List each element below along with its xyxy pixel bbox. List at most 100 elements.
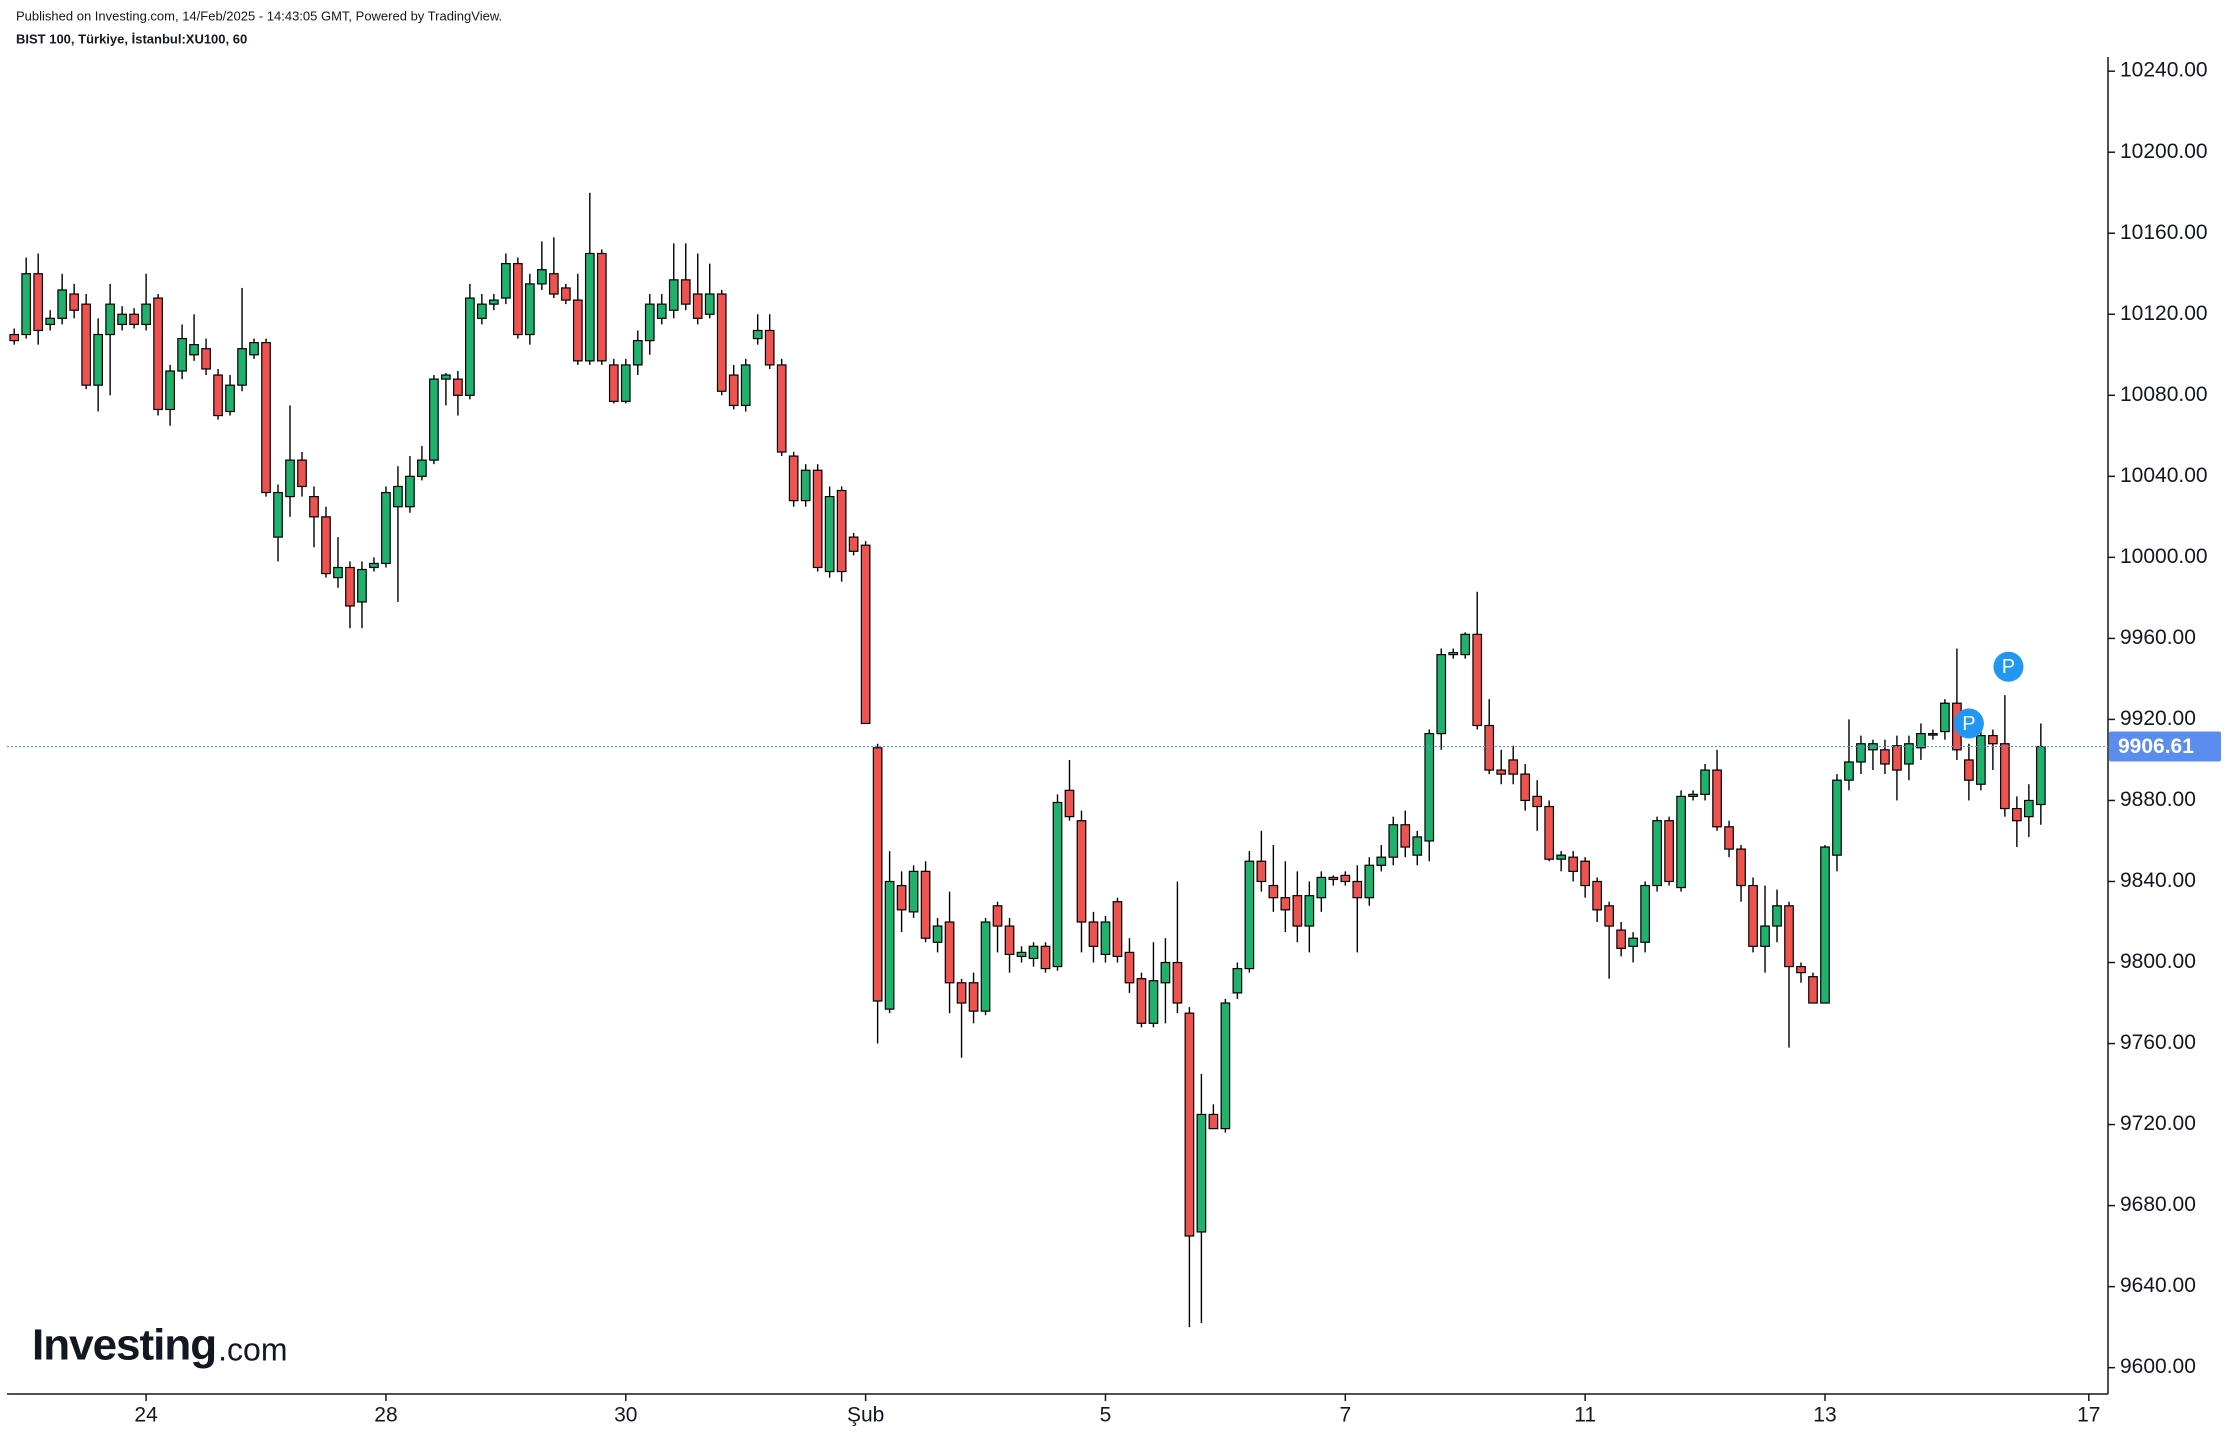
candle-body [1256, 860, 1267, 883]
candle-body [1964, 759, 1974, 781]
candle-body [333, 566, 343, 579]
candle-body [1724, 826, 1734, 850]
candle-body [980, 921, 991, 1012]
published-note: Published on Investing.com, 14/Feb/2025 … [16, 8, 502, 23]
candle-body [548, 273, 559, 295]
candle-body [740, 364, 751, 407]
candle-body [1856, 743, 1866, 763]
candle-body [1424, 733, 1435, 842]
candle-body [273, 491, 283, 538]
candle-body [788, 455, 799, 502]
event-marker [1993, 651, 2024, 682]
event-marker-label: P [1962, 713, 1975, 735]
candle-body [1436, 653, 1447, 735]
candle-body [1580, 860, 1590, 887]
candle-body [1748, 884, 1758, 947]
candle-body [489, 299, 499, 305]
candle-body [1940, 702, 1950, 733]
candle-body [764, 329, 775, 366]
candle-body [1568, 856, 1579, 872]
candle-body [1076, 820, 1087, 923]
y-tick-label: 10040.00 [2120, 464, 2208, 487]
candle-body [1280, 897, 1291, 911]
logo-brand: Investing [32, 1321, 216, 1370]
candle-body [704, 293, 715, 315]
candle-body [1736, 848, 1746, 887]
candle-body [716, 293, 727, 392]
candle-body [417, 459, 427, 477]
candle-body [1172, 961, 1183, 1004]
candle-body [261, 342, 271, 494]
candle-body [836, 489, 847, 573]
candle-body [309, 495, 319, 518]
event-marker-label: P [2002, 656, 2015, 678]
candle-body [225, 384, 235, 413]
candle-body [1760, 925, 1770, 947]
y-tick-label: 9680.00 [2120, 1193, 2196, 1216]
candle-body [1460, 633, 1471, 656]
candle-body [81, 303, 91, 386]
candle-body [405, 475, 415, 508]
candle-body [1604, 905, 1614, 927]
candle-body [1412, 836, 1423, 856]
candle-body [1052, 801, 1063, 968]
candle-body [357, 568, 367, 603]
candle-body [728, 374, 739, 407]
candle-body [2000, 743, 2010, 810]
candle-body [369, 562, 379, 569]
y-tick-label: 10080.00 [2120, 383, 2208, 406]
candle-body [129, 313, 139, 325]
y-tick-label: 9840.00 [2120, 869, 2196, 892]
candle-body [93, 333, 103, 386]
candle-body [1148, 980, 1159, 1024]
candle-body [824, 495, 835, 573]
x-tick-label: 28 [374, 1404, 397, 1427]
candle-body [1508, 759, 1519, 775]
candle-body [1544, 805, 1555, 860]
logo-suffix: .com [218, 1331, 287, 1367]
candle-body [453, 378, 463, 396]
candle-body [656, 303, 667, 319]
candle-body [1352, 880, 1363, 899]
candle-body [1688, 793, 1698, 798]
candle-body [429, 378, 439, 461]
candle-body [1676, 795, 1686, 889]
candle-body [1592, 880, 1602, 911]
x-tick-label: 13 [1813, 1404, 1836, 1427]
candle-body [584, 252, 595, 362]
candle-body [1340, 874, 1351, 883]
candle-body [860, 544, 871, 725]
candle-body [668, 279, 679, 311]
candle-body [848, 536, 859, 552]
candle-body [1904, 743, 1914, 765]
candle-body [596, 252, 607, 362]
y-tick-label: 10240.00 [2120, 59, 2208, 82]
candle-body [1844, 761, 1854, 781]
candles [9, 192, 2046, 1328]
x-tick-label: Şub [847, 1404, 884, 1427]
candle-body [932, 925, 943, 943]
candle-body [1112, 901, 1123, 958]
candle-body [1784, 905, 1794, 968]
candle-body [1136, 978, 1147, 1024]
candle-body [1484, 724, 1495, 771]
candle-body [465, 297, 475, 396]
candle-body [1712, 769, 1722, 828]
y-tick-label: 10000.00 [2120, 545, 2208, 568]
candle-body [692, 293, 703, 319]
last-price-label: 9906.61 [2118, 735, 2194, 758]
candle-body [1916, 733, 1926, 749]
candle-body [812, 469, 823, 569]
candle-body [1088, 921, 1099, 947]
candle-body [620, 364, 631, 402]
symbol-title: BIST 100, Türkiye, İstanbul:XU100, 60 [16, 31, 247, 46]
candle-body [441, 374, 451, 380]
candle-body [680, 279, 691, 305]
y-tick-label: 10200.00 [2120, 140, 2208, 163]
event-marker [1953, 708, 1984, 739]
candle-body [1292, 895, 1303, 927]
candle-body [752, 329, 763, 340]
candle-body [1400, 824, 1411, 848]
candle-body [105, 303, 115, 336]
